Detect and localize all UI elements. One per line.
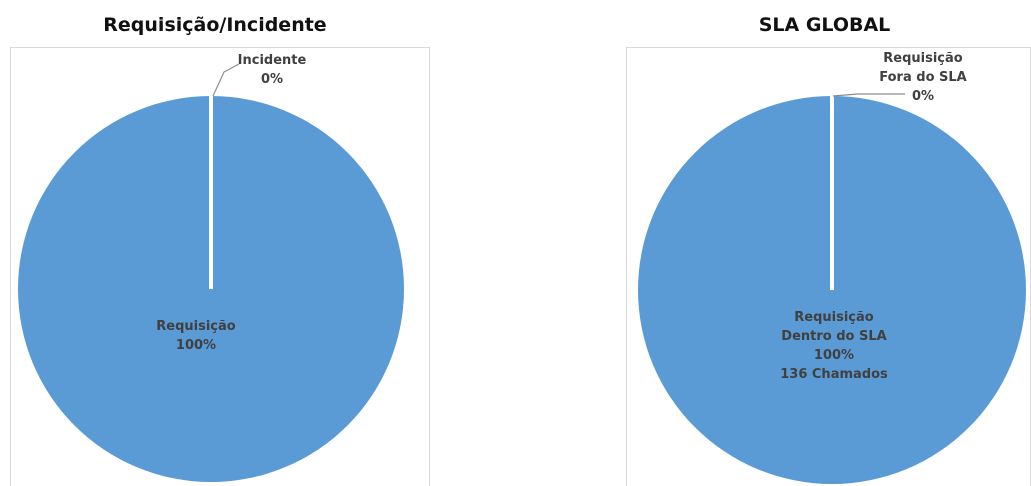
plot-frame bbox=[10, 47, 430, 486]
chart-title: Requisição/Incidente bbox=[103, 14, 327, 36]
data-label: Requisição Dentro do SLA 100% 136 Chamados bbox=[780, 310, 888, 382]
pie-chart-sla-global: Requisição Dentro do SLA 100% 136 Chamados R… bbox=[638, 51, 1026, 484]
leader-line bbox=[832, 93, 905, 97]
chart-requisicao-incidente: Requisição/Incidente Requisição 100% Incid… bbox=[0, 0, 430, 486]
data-label: Incidente 0% bbox=[238, 53, 307, 87]
data-label: Requisição Fora do SLA 0% bbox=[879, 51, 966, 104]
pie-chart-requisicao-incidente: Requisição 100% Incidente 0% bbox=[18, 53, 404, 482]
leader-line bbox=[212, 63, 240, 97]
chart-title: SLA GLOBAL bbox=[758, 14, 891, 36]
chart-sla-global: SLA GLOBAL Requisição Dentro do SLA 100% 13… bbox=[618, 0, 1031, 486]
data-label: Requisição 100% bbox=[156, 319, 236, 353]
